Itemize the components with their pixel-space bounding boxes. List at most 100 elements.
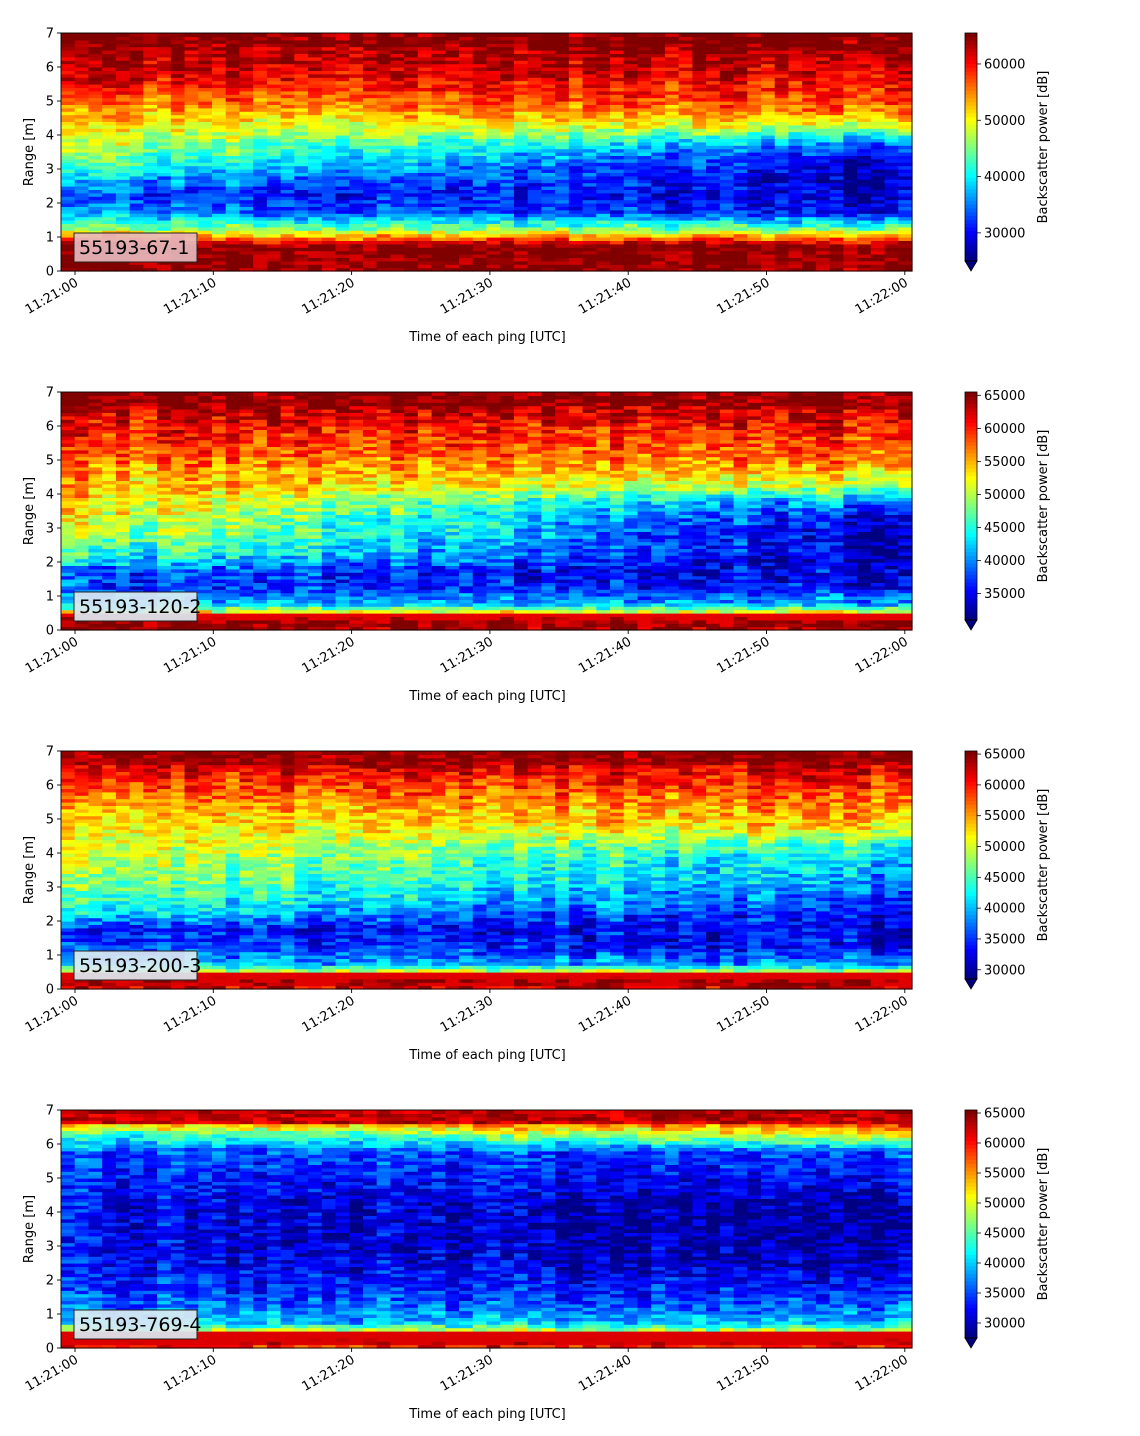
heatmap-cell (651, 264, 666, 269)
heatmap-cell (788, 90, 803, 95)
heatmap-cell (472, 107, 488, 112)
heatmap-cell (898, 189, 913, 194)
colorbar-step (965, 150, 977, 156)
heatmap-cell (815, 179, 831, 184)
heatmap-cell (321, 118, 337, 122)
heatmap-cell (596, 213, 611, 218)
heatmap-cell (500, 237, 515, 241)
heatmap-cell (829, 124, 844, 129)
heatmap-cell (747, 186, 762, 190)
heatmap-cell (61, 97, 76, 102)
heatmap-cell (706, 172, 721, 177)
heatmap-cell (651, 63, 666, 68)
heatmap-cell (445, 226, 460, 231)
heatmap-cell (527, 141, 543, 146)
heatmap-cell (802, 247, 817, 252)
heatmap-cell (610, 131, 625, 136)
heatmap-cell (88, 463, 103, 468)
heatmap-cell (253, 128, 268, 133)
heatmap-cell (115, 141, 131, 146)
heatmap-cell (88, 443, 103, 447)
heatmap-cell (266, 46, 282, 51)
heatmap-cell (733, 230, 748, 235)
heatmap-cell (857, 77, 872, 82)
heatmap-cell (582, 70, 597, 75)
heatmap-cell (472, 172, 488, 177)
heatmap-cell (157, 449, 172, 454)
heatmap-cell (321, 162, 337, 167)
heatmap-cell (170, 104, 186, 109)
heatmap-cell (500, 111, 515, 116)
heatmap-cell (774, 104, 790, 109)
heatmap-cell (321, 250, 337, 255)
heatmap-cell (527, 260, 543, 265)
heatmap-cell (115, 56, 131, 61)
heatmap-cell (143, 494, 158, 498)
heatmap-cell (61, 250, 76, 255)
heatmap-cell (184, 189, 199, 194)
heatmap-cell (225, 169, 241, 173)
heatmap-cell (404, 230, 419, 235)
heatmap-cell (459, 254, 474, 258)
heatmap-cell (431, 189, 446, 194)
heatmap-cell (706, 250, 721, 255)
heatmap-cell (513, 257, 529, 262)
heatmap-cell (143, 94, 158, 99)
heatmap-cell (349, 192, 364, 197)
heatmap-cell (541, 220, 556, 224)
heatmap-cell (129, 409, 144, 413)
heatmap-cell (61, 585, 76, 590)
heatmap-cell (486, 237, 501, 241)
heatmap-cell (211, 46, 227, 51)
heatmap-cell (280, 172, 295, 177)
heatmap-cell (102, 443, 117, 447)
heatmap-cell (527, 243, 543, 248)
heatmap-cell (143, 623, 158, 628)
heatmap-cell (719, 73, 735, 78)
heatmap-cell (115, 84, 131, 88)
heatmap-cell (61, 73, 76, 78)
heatmap-cell (321, 165, 337, 170)
heatmap-cell (349, 145, 364, 150)
heatmap-cell (266, 84, 282, 88)
heatmap-cell (678, 107, 693, 112)
heatmap-cell (266, 148, 282, 153)
heatmap-cell (211, 152, 227, 156)
heatmap-cell (198, 63, 213, 68)
heatmap-cell (815, 124, 831, 129)
heatmap-cell (870, 162, 886, 167)
heatmap-cell (870, 209, 886, 214)
heatmap-cell (198, 124, 213, 129)
heatmap-cell (74, 203, 90, 207)
heatmap-cell (239, 175, 254, 180)
heatmap-cell (472, 121, 488, 126)
heatmap-cell (500, 145, 515, 150)
heatmap-cell (472, 152, 488, 156)
heatmap-cell (253, 189, 268, 194)
heatmap-cell (157, 436, 172, 441)
heatmap-cell (610, 53, 625, 58)
heatmap-cell (857, 135, 872, 139)
heatmap-cell (321, 216, 337, 221)
heatmap-cell (102, 199, 117, 204)
heatmap-cell (582, 192, 597, 197)
heatmap-cell (280, 87, 295, 92)
heatmap-cell (390, 264, 405, 269)
heatmap-cell (541, 141, 556, 146)
heatmap-cell (417, 175, 433, 180)
heatmap-cell (335, 264, 350, 269)
heatmap-cell (308, 226, 323, 231)
heatmap-cell (308, 196, 323, 201)
heatmap-cell (115, 426, 131, 430)
heatmap-cell (170, 73, 186, 78)
heatmap-cell (788, 107, 803, 112)
heatmap-cell (829, 50, 844, 54)
colorbar-step (965, 135, 977, 140)
heatmap-cell (788, 165, 803, 170)
heatmap-cell (74, 555, 90, 560)
heatmap-cell (884, 223, 899, 228)
heatmap-cell (623, 196, 639, 201)
heatmap-cell (61, 402, 76, 407)
heatmap-cell (568, 192, 584, 197)
